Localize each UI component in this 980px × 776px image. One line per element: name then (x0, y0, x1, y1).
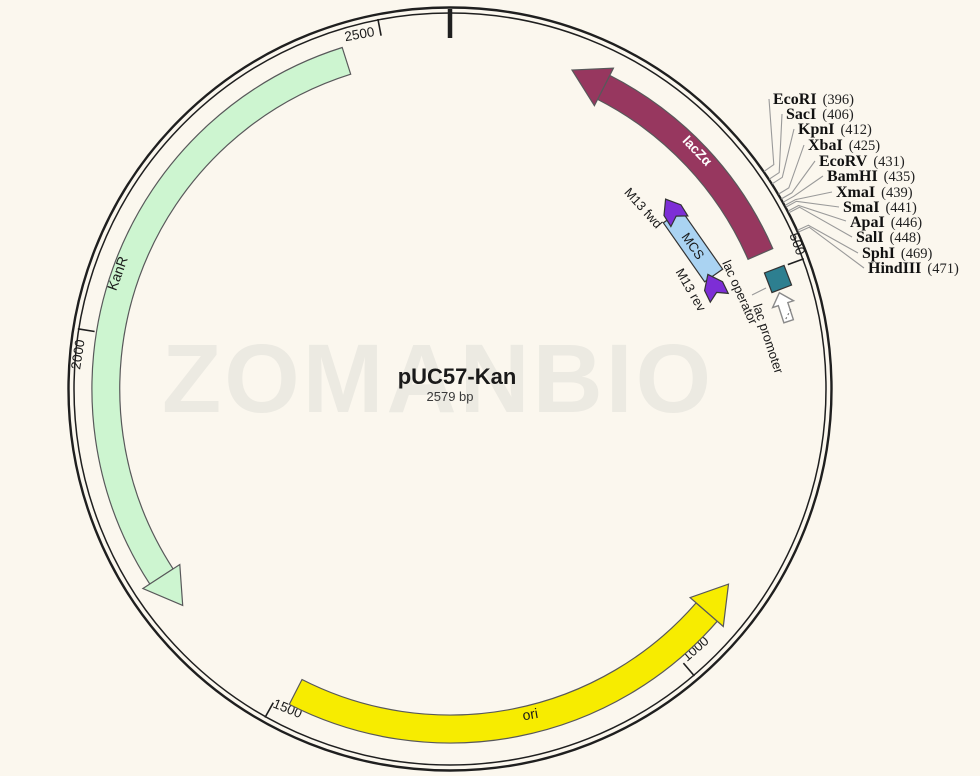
tick-1000 (682, 662, 696, 677)
leader-line-hindiii (798, 226, 865, 269)
feature-kanr-arrow (91, 46, 352, 607)
enzyme-label-xbai: XbaI (425) (808, 137, 880, 154)
leader-line-xbai (778, 144, 805, 195)
lac-promoter-arrow (771, 291, 796, 324)
m13-rev-arrow (703, 273, 730, 304)
leader-line-xmai (784, 191, 833, 206)
lacza-arrowhead (570, 67, 615, 107)
enzyme-label-sphi: SphI (469) (862, 245, 933, 262)
ori-arrowhead (688, 583, 730, 628)
tick-2000 (77, 328, 95, 333)
enzyme-label-kpni: KpnI (412) (798, 121, 872, 138)
leader-line-sphi (797, 224, 859, 254)
tick-500 (787, 258, 805, 266)
plasmid-size: 2579 bp (427, 389, 474, 404)
leader-line-kpni (771, 128, 795, 185)
m13-fwd-arrow (663, 198, 689, 228)
enzyme-label-saci: SacI (406) (786, 106, 854, 123)
lac-operator-box (763, 264, 793, 294)
leader-line-ecorv (781, 160, 816, 200)
enzyme-label-ecorv: EcoRV (431) (819, 153, 905, 170)
lac-promoter-dashed-detail (785, 307, 793, 320)
enzyme-label-sali: SalI (448) (856, 229, 921, 246)
plasmid-title: pUC57-Kan (398, 364, 517, 389)
leader-line-ecori (763, 98, 775, 172)
enzyme-label-xmai: XmaI (439) (836, 184, 913, 201)
enzyme-label-ecori: EcoRI (396) (773, 91, 854, 108)
tick-label-2500: 2500 (343, 24, 375, 44)
tick-label-2000: 2000 (68, 338, 88, 370)
leader-line-smai (785, 200, 840, 208)
enzyme-label-smai: SmaI (441) (843, 199, 917, 216)
feature-lacza-arrow (570, 67, 774, 261)
kanr-arrowhead (141, 563, 184, 607)
backbone-outer-circle (67, 6, 833, 772)
tick-label-500: 500 (786, 231, 808, 257)
enzyme-label-apai: ApaI (446) (850, 214, 922, 231)
watermark-text: ZOMANBIO (162, 324, 714, 433)
enzyme-label-hindiii: HindIII (471) (868, 260, 959, 277)
feature-ori-label: ori (521, 705, 539, 723)
feature-ori-arrow (288, 583, 730, 744)
tick-1500 (264, 702, 274, 718)
leader-line-bamhi (782, 175, 824, 203)
leader-line-sali (788, 206, 853, 238)
leader-line-apai (787, 204, 847, 222)
enzyme-label-bamhi: BamHI (435) (827, 168, 915, 185)
lac-operator-leader-line (751, 287, 767, 296)
leader-line-saci (768, 113, 783, 180)
tick-2500 (377, 18, 382, 36)
